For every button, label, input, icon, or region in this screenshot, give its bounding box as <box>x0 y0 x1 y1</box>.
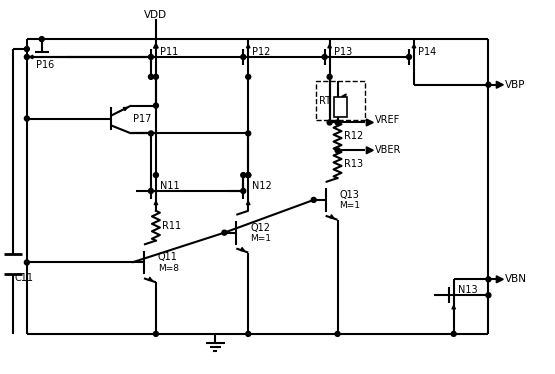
Circle shape <box>322 55 327 59</box>
Circle shape <box>24 46 29 52</box>
Circle shape <box>246 331 251 336</box>
Polygon shape <box>496 276 503 283</box>
Circle shape <box>153 331 158 336</box>
Circle shape <box>486 82 491 87</box>
Bar <box>316 81 365 120</box>
Circle shape <box>246 173 251 178</box>
Bar <box>334 96 347 117</box>
Circle shape <box>24 55 29 59</box>
Circle shape <box>149 55 153 59</box>
Circle shape <box>241 173 246 178</box>
Text: C11: C11 <box>15 273 34 283</box>
Text: M=1: M=1 <box>340 201 361 210</box>
Circle shape <box>24 260 29 265</box>
Circle shape <box>149 188 153 193</box>
Text: P16: P16 <box>36 60 54 70</box>
Text: Q12: Q12 <box>250 223 270 233</box>
Text: P13: P13 <box>334 47 352 57</box>
Circle shape <box>335 148 340 153</box>
Circle shape <box>451 331 456 336</box>
Circle shape <box>246 173 251 178</box>
Circle shape <box>327 74 332 79</box>
Text: P12: P12 <box>252 47 271 57</box>
Text: M=1: M=1 <box>250 234 271 243</box>
Text: VDD: VDD <box>144 10 168 20</box>
Text: N12: N12 <box>252 181 272 191</box>
Circle shape <box>153 74 158 79</box>
Text: N13: N13 <box>458 285 477 295</box>
Text: VBN: VBN <box>505 274 527 284</box>
Circle shape <box>486 293 491 298</box>
Text: R12: R12 <box>344 131 363 141</box>
Circle shape <box>327 120 332 125</box>
Text: RT: RT <box>319 96 331 105</box>
Circle shape <box>149 74 153 79</box>
Text: R13: R13 <box>344 159 362 169</box>
Circle shape <box>311 197 316 202</box>
Text: N11: N11 <box>160 181 179 191</box>
Circle shape <box>335 331 340 336</box>
Circle shape <box>39 37 44 42</box>
Circle shape <box>246 131 251 136</box>
Text: P11: P11 <box>160 47 178 57</box>
Text: P14: P14 <box>418 47 436 57</box>
Text: Q13: Q13 <box>340 190 360 200</box>
Polygon shape <box>496 81 503 88</box>
Polygon shape <box>366 147 374 154</box>
Circle shape <box>153 103 158 108</box>
Text: R11: R11 <box>162 221 181 231</box>
Circle shape <box>153 173 158 178</box>
Circle shape <box>486 277 491 282</box>
Text: VBER: VBER <box>375 145 402 155</box>
Circle shape <box>241 55 246 59</box>
Circle shape <box>24 116 29 121</box>
Circle shape <box>149 131 153 136</box>
Text: VREF: VREF <box>375 116 401 126</box>
Text: VBP: VBP <box>505 80 526 90</box>
Circle shape <box>241 188 246 193</box>
Text: P17: P17 <box>133 114 152 123</box>
Text: M=8: M=8 <box>158 264 179 273</box>
Circle shape <box>246 74 251 79</box>
Text: Q11: Q11 <box>158 252 178 263</box>
Circle shape <box>406 55 411 59</box>
Polygon shape <box>366 119 374 126</box>
Circle shape <box>335 120 340 125</box>
Circle shape <box>222 230 227 235</box>
